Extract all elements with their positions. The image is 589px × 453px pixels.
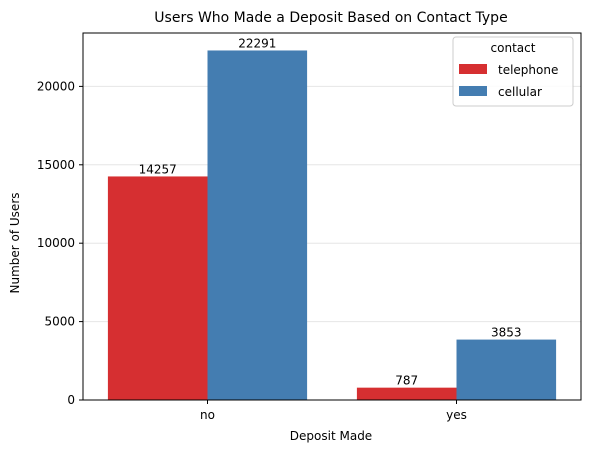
x-axis-ticks: no yes — [200, 400, 467, 422]
x-axis-label: Deposit Made — [290, 429, 372, 443]
bar-telephone-no — [107, 176, 208, 400]
bar-cellular-no — [207, 50, 308, 400]
y-axis-label: Number of Users — [8, 192, 22, 293]
bar-cellular-yes — [456, 339, 557, 400]
legend-label-telephone: telephone — [498, 63, 558, 77]
data-label-telephone-yes: 787 — [395, 374, 418, 388]
legend-title: contact — [491, 41, 536, 55]
legend-swatch-cellular — [459, 86, 487, 96]
plot-frame — [82, 32, 582, 401]
y-tick-label: 10000 — [37, 236, 75, 250]
y-tick-label: 15000 — [37, 158, 75, 172]
bars — [107, 50, 557, 400]
legend: contact telephone cellular — [452, 36, 574, 107]
data-label-telephone-no: 14257 — [139, 162, 177, 176]
y-tick-label: 20000 — [37, 79, 75, 93]
y-axis-ticks: 0 5000 10000 15000 20000 — [37, 79, 83, 407]
y-tick-label: 5000 — [44, 315, 75, 329]
data-label-cellular-no: 22291 — [238, 36, 276, 50]
bar-telephone-yes — [356, 387, 457, 400]
data-labels: 14257 787 22291 3853 — [139, 36, 522, 387]
x-tick-label: no — [200, 408, 215, 422]
legend-swatch-telephone — [459, 64, 487, 74]
legend-label-cellular: cellular — [498, 85, 542, 99]
chart-title: Users Who Made a Deposit Based on Contac… — [154, 10, 507, 26]
x-tick-label: yes — [446, 408, 467, 422]
y-tick-label: 0 — [67, 393, 75, 407]
data-label-cellular-yes: 3853 — [491, 326, 522, 340]
